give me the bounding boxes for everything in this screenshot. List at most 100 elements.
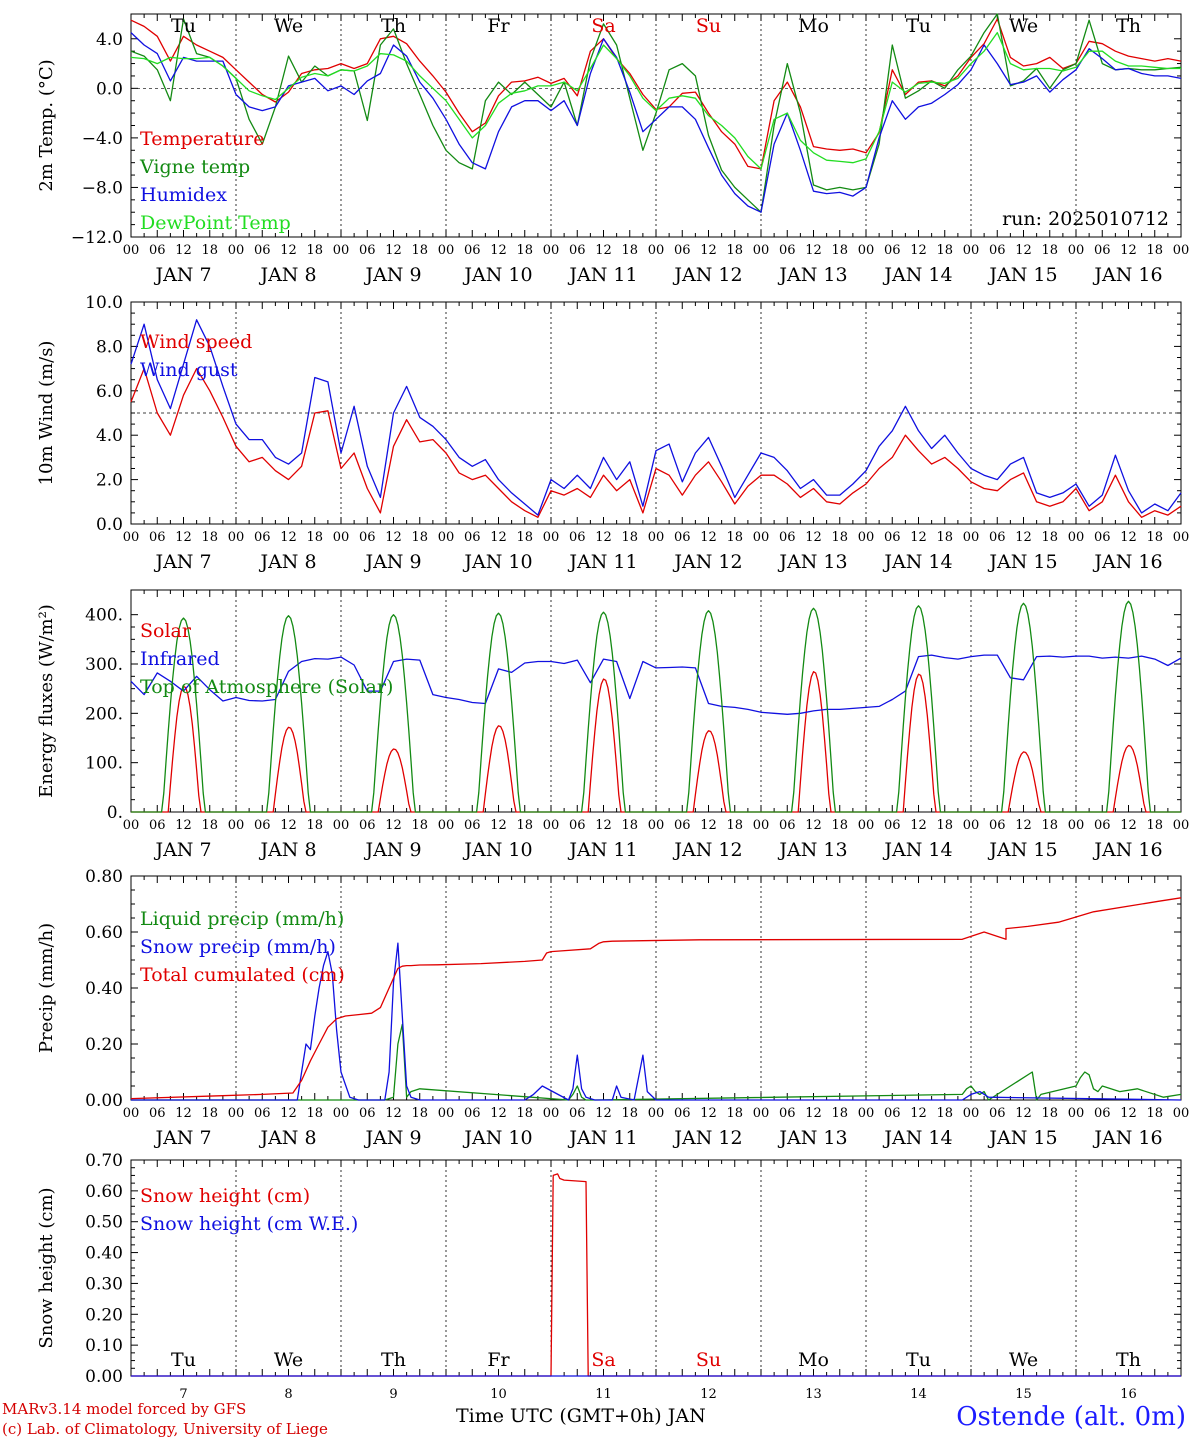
x-date-label: JAN 15 (987, 551, 1057, 573)
x-date-label: JAN 8 (258, 839, 316, 861)
x-hour-label: 06 (884, 530, 901, 545)
series-line-wind-speed (130, 367, 1182, 518)
x-hour-label: 06 (884, 1106, 901, 1121)
x-hour-label: 18 (201, 243, 218, 258)
x-day-number: 14 (910, 1387, 927, 1402)
y-tick-label: 0.60 (85, 923, 123, 943)
x-hour-label: 06 (884, 818, 901, 833)
x-hour-label: 00 (543, 243, 560, 258)
x-hour-label: 18 (726, 530, 743, 545)
x-hour-label: 06 (149, 243, 166, 258)
x-hour-label: 00 (123, 1106, 140, 1121)
x-hour-label: 12 (175, 818, 192, 833)
x-day-number: 11 (595, 1387, 612, 1402)
x-hour-label: 00 (333, 243, 350, 258)
x-hour-label: 06 (569, 818, 586, 833)
x-date-label: JAN 9 (363, 839, 421, 861)
x-hour-label: 00 (228, 818, 245, 833)
x-hour-label: 18 (411, 1106, 428, 1121)
y-axis-title: Energy fluxes (W/m²) (36, 604, 57, 798)
series-line-vigne-temp (130, 13, 1182, 213)
x-date-label: JAN 15 (987, 1127, 1057, 1149)
x-hour-label: 12 (385, 530, 402, 545)
x-hour-label: 18 (1041, 530, 1058, 545)
x-hour-label: 00 (858, 1106, 875, 1121)
x-hour-label: 00 (123, 243, 140, 258)
x-hour-label: 12 (280, 1106, 297, 1121)
x-date-label: JAN 10 (462, 264, 532, 286)
x-hour-label: 12 (175, 530, 192, 545)
x-date-label: JAN 8 (258, 551, 316, 573)
x-hour-label: 06 (464, 818, 481, 833)
x-hour-label: 12 (280, 243, 297, 258)
x-hour-label: 06 (1094, 243, 1111, 258)
x-hour-label: 00 (963, 818, 980, 833)
x-date-label: JAN 10 (462, 839, 532, 861)
x-hour-label: 00 (963, 530, 980, 545)
weekday-label: Sa (591, 1349, 615, 1371)
x-date-label: JAN 9 (363, 1127, 421, 1149)
legend-entry: DewPoint Temp (140, 212, 291, 234)
x-date-label: JAN 16 (1092, 839, 1162, 861)
x-hour-label: 06 (674, 818, 691, 833)
series-line-top-of-atmosphere-solar- (131, 600, 1181, 813)
x-hour-label: 00 (1173, 243, 1190, 258)
x-hour-label: 06 (254, 818, 271, 833)
x-day-number: 7 (179, 1387, 187, 1402)
x-day-number: 10 (490, 1387, 507, 1402)
x-hour-label: 06 (884, 243, 901, 258)
x-hour-label: 06 (779, 243, 796, 258)
x-hour-label: 00 (438, 530, 455, 545)
x-hour-label: 12 (385, 818, 402, 833)
x-hour-label: 06 (149, 530, 166, 545)
x-hour-label: 12 (385, 1106, 402, 1121)
legend-entry: Vigne temp (139, 156, 250, 178)
x-hour-label: 06 (359, 818, 376, 833)
x-hour-label: 00 (1068, 1106, 1085, 1121)
legend-entry: Liquid precip (mm/h) (140, 908, 344, 930)
x-hour-label: 00 (228, 1106, 245, 1121)
x-hour-label: 12 (805, 530, 822, 545)
x-day-number: 16 (1120, 1387, 1137, 1402)
x-hour-label: 00 (648, 1106, 665, 1121)
x-hour-label: 12 (910, 818, 927, 833)
weekday-label: We (1009, 1349, 1038, 1371)
y-tick-label: 0.40 (85, 979, 123, 999)
y-tick-label: 0.70 (85, 1151, 123, 1171)
x-hour-label: 12 (805, 243, 822, 258)
x-hour-label: 12 (1015, 1106, 1032, 1121)
x-day-number: 15 (1015, 1387, 1032, 1402)
x-date-label: JAN 11 (567, 839, 637, 861)
x-hour-label: 00 (858, 243, 875, 258)
x-hour-label: 18 (516, 1106, 533, 1121)
x-hour-label: 18 (831, 818, 848, 833)
x-date-label: JAN 9 (363, 264, 421, 286)
weekday-label: We (274, 15, 303, 37)
station-name: Ostende (alt. 0m) (956, 1402, 1186, 1432)
x-hour-label: 06 (359, 530, 376, 545)
x-hour-label: 18 (1146, 243, 1163, 258)
y-axis-title: 2m Temp. (°C) (36, 59, 57, 191)
panel-temp (130, 13, 1182, 238)
run-label: run: 2025010712 (1002, 208, 1169, 230)
x-hour-label: 18 (936, 818, 953, 833)
x-hour-label: 18 (726, 1106, 743, 1121)
y-tick-label: 0.20 (85, 1035, 123, 1055)
y-tick-label: 2.0 (96, 471, 123, 491)
x-hour-label: 12 (700, 530, 717, 545)
x-date-label: JAN 7 (153, 839, 211, 861)
series-line-humidex (130, 32, 1182, 213)
x-hour-label: 12 (490, 243, 507, 258)
x-hour-label: 00 (648, 530, 665, 545)
x-hour-label: 00 (648, 243, 665, 258)
legend-entry: Infrared (140, 648, 220, 670)
x-hour-label: 00 (228, 243, 245, 258)
series-line-infrared (130, 654, 1182, 715)
x-hour-label: 00 (543, 1106, 560, 1121)
x-hour-label: 06 (569, 1106, 586, 1121)
x-date-label: JAN 13 (777, 264, 847, 286)
x-date-label: JAN 13 (777, 1127, 847, 1149)
x-hour-label: 00 (1173, 530, 1190, 545)
x-hour-label: 00 (1173, 1106, 1190, 1121)
